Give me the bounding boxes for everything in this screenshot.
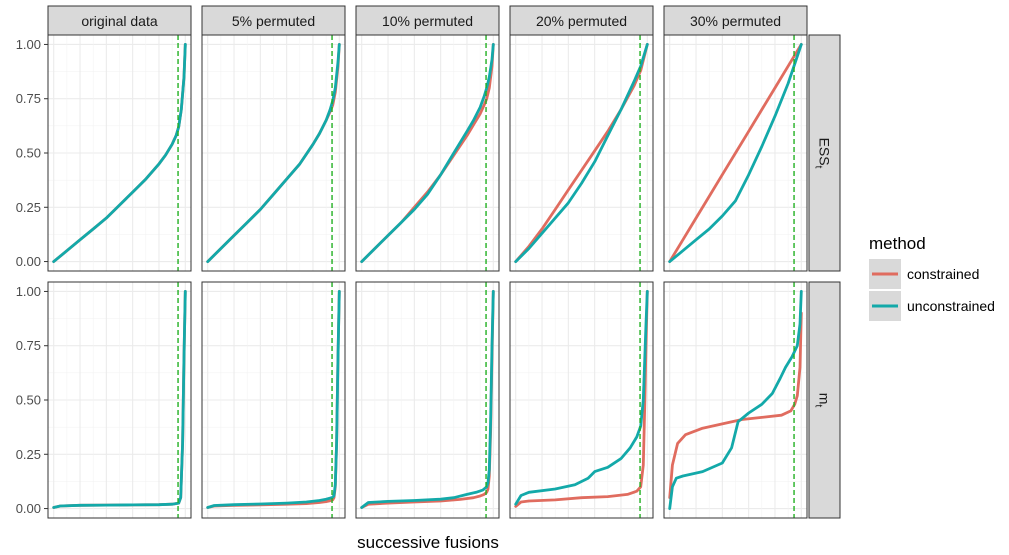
y-tick-label: 0.25 [16, 200, 41, 215]
panel-border [355, 281, 500, 519]
legend-label: unconstrained [907, 298, 995, 314]
panel-r0-c2 [355, 34, 500, 272]
series-line-unconstrained [514, 43, 649, 264]
y-tick-label: 0.75 [16, 91, 41, 106]
panel-border [47, 34, 192, 272]
row-strip-label: mt [813, 393, 833, 408]
row-strip-label-subscript: t [813, 404, 824, 407]
y-tick-label: 0.00 [16, 254, 41, 269]
series-line-unconstrained [360, 43, 495, 264]
row-strip-label-subscript: t [813, 166, 824, 169]
panel-r1-c0 [47, 281, 192, 519]
row-strip-label-main: m [817, 393, 833, 405]
y-tick-label: 1.00 [16, 284, 41, 299]
x-axis-title: successive fusions [357, 533, 499, 552]
series-line-unconstrained [52, 289, 187, 509]
row-strip-0 [808, 34, 841, 272]
panel-border [47, 281, 192, 519]
panel-border [509, 281, 654, 519]
panel-r1-c2 [355, 281, 500, 519]
panel-r0-c0 [47, 34, 192, 272]
column-strip-label: original data [81, 13, 157, 29]
panel-border [201, 281, 346, 519]
row-strip-label: ESSt [813, 138, 833, 169]
panel-border [663, 34, 808, 272]
column-strip-label: 20% permuted [536, 13, 627, 29]
series-line-unconstrained [52, 43, 187, 264]
legend-title: method [869, 234, 926, 253]
panel-border [509, 34, 654, 272]
column-strip-3 [509, 5, 654, 36]
panel-r0-c3 [509, 34, 654, 272]
y-tick-label: 0.75 [16, 338, 41, 353]
y-tick-label: 0.50 [16, 146, 41, 161]
series-line-unconstrained [360, 289, 495, 509]
panel-border [201, 34, 346, 272]
y-tick-label: 0.50 [16, 393, 41, 408]
legend-label: constrained [907, 266, 979, 282]
panel-border [663, 281, 808, 519]
series-line-constrained [514, 289, 649, 508]
panel-r1-c4 [663, 281, 808, 519]
series-line-constrained [668, 311, 803, 500]
panel-r1-c3 [509, 281, 654, 519]
column-strip-0 [47, 5, 192, 36]
column-strip-2 [355, 5, 500, 36]
series-line-unconstrained [668, 289, 803, 511]
y-tick-label: 0.25 [16, 447, 41, 462]
y-tick-label: 1.00 [16, 37, 41, 52]
panel-r1-c1 [201, 281, 346, 519]
series-line-constrained [514, 43, 649, 264]
panels-layer: original data 5% permuted 10% permuted 20% … [16, 5, 841, 519]
panel-border [355, 34, 500, 272]
series-line-unconstrained [206, 289, 341, 509]
column-strip-label: 5% permuted [232, 13, 315, 29]
y-tick-label: 0.00 [16, 501, 41, 516]
panel-r0-c1 [201, 34, 346, 272]
series-line-constrained [668, 43, 803, 264]
column-strip-label: 30% permuted [690, 13, 781, 29]
column-strip-label: 10% permuted [382, 13, 473, 29]
row-strip-label-main: ESS [817, 138, 833, 166]
column-strip-1 [201, 5, 346, 36]
series-line-unconstrained [668, 43, 803, 264]
series-line-unconstrained [514, 289, 649, 506]
legend: method constrained unconstrained [869, 234, 995, 321]
panel-r0-c4 [663, 34, 808, 272]
row-strip-1 [808, 281, 841, 519]
series-line-unconstrained [206, 43, 341, 264]
